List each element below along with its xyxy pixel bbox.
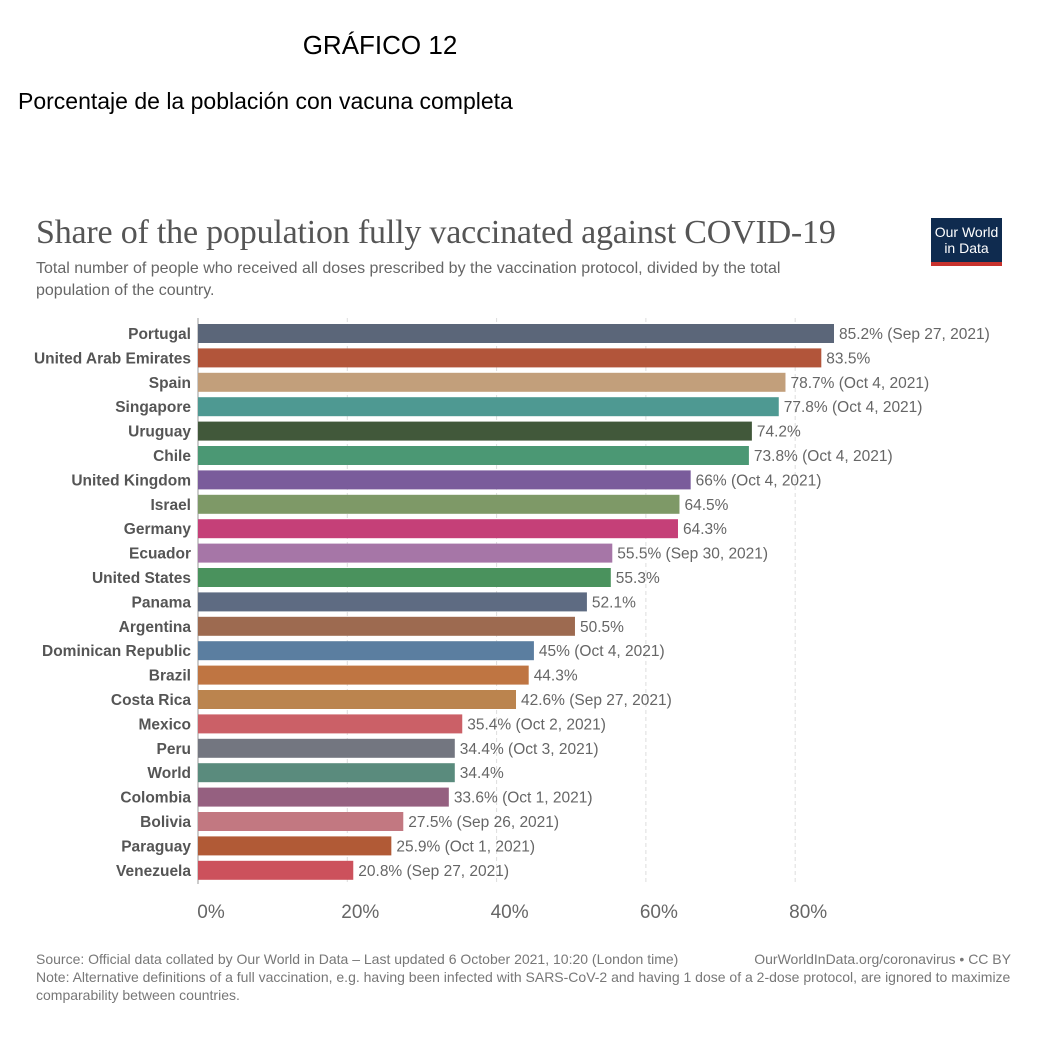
category-label: Brazil — [149, 668, 191, 685]
chart-description: Total number of people who received all … — [36, 260, 781, 299]
bar[interactable] — [198, 690, 516, 709]
category-label: Portugal — [128, 326, 191, 343]
value-label: 45% (Oct 4, 2021) — [539, 643, 665, 660]
category-label: Singapore — [115, 399, 191, 416]
value-label: 34.4% (Oct 3, 2021) — [460, 741, 599, 758]
category-label: Peru — [157, 741, 191, 758]
category-label: United States — [92, 570, 191, 587]
bar[interactable] — [198, 494, 680, 514]
bar[interactable] — [198, 324, 834, 343]
value-label: 35.4% (Oct 2, 2021) — [467, 716, 606, 733]
category-label: United Arab Emirates — [34, 350, 191, 367]
logo-line-1: Our World — [934, 224, 999, 240]
category-label: Israel — [150, 497, 191, 514]
bar[interactable] — [198, 641, 534, 661]
bar[interactable] — [198, 860, 354, 880]
bar[interactable] — [198, 397, 779, 417]
bar[interactable] — [198, 568, 611, 587]
category-label: Ecuador — [129, 546, 191, 563]
value-label: 77.8% (Oct 4, 2021) — [784, 399, 923, 416]
x-tick-label: 0% — [197, 902, 225, 923]
value-label: 55.3% — [616, 570, 660, 587]
source-link[interactable]: OurWorldInData.org/coronavirus • CC BY — [754, 951, 1011, 967]
category-label: Uruguay — [128, 424, 191, 441]
category-label: Colombia — [120, 790, 191, 807]
category-label: Dominican Republic — [42, 643, 191, 660]
chart-footer: Source: Official data collated by Our Wo… — [36, 950, 1011, 1004]
x-tick-label: 80% — [789, 902, 827, 923]
category-label: Bolivia — [140, 814, 191, 831]
bar[interactable] — [198, 519, 678, 539]
value-label: 27.5% (Sep 26, 2021) — [408, 814, 559, 831]
category-label: Germany — [124, 521, 192, 538]
bar[interactable] — [198, 812, 404, 831]
bar[interactable] — [198, 446, 749, 465]
category-label: World — [147, 765, 191, 782]
value-label: 50.5% — [580, 619, 624, 636]
value-label: 73.8% (Oct 4, 2021) — [754, 448, 893, 465]
logo-line-2: in Data — [944, 240, 989, 256]
value-label: 83.5% — [826, 350, 870, 367]
bar[interactable] — [198, 763, 455, 783]
bar[interactable] — [198, 738, 455, 758]
bar[interactable] — [198, 470, 691, 490]
bar[interactable] — [198, 836, 392, 856]
grafico-title: GRÁFICO 12 — [302, 30, 458, 60]
category-label: Argentina — [119, 619, 192, 636]
value-label: 33.6% (Oct 1, 2021) — [454, 790, 593, 807]
value-label: 74.2% — [757, 424, 801, 441]
grafico-subtitle: Porcentaje de la población con vacuna co… — [18, 88, 513, 114]
value-label: 34.4% — [460, 765, 504, 782]
chart-title: Share of the population fully vaccinated… — [36, 214, 836, 251]
category-label: Paraguay — [121, 838, 191, 855]
category-label: Mexico — [138, 716, 191, 733]
value-label: 52.1% — [592, 594, 636, 611]
source-text: Source: Official data collated by Our Wo… — [36, 951, 679, 967]
bar[interactable] — [198, 592, 587, 612]
owid-logo[interactable]: Our World in Data — [931, 218, 1002, 266]
value-label: 85.2% (Sep 27, 2021) — [839, 326, 990, 343]
value-label: 64.5% — [684, 497, 728, 514]
value-label: 64.3% — [683, 521, 727, 538]
bar[interactable] — [198, 714, 463, 734]
value-label: 20.8% (Sep 27, 2021) — [358, 863, 509, 880]
bar[interactable] — [198, 616, 575, 636]
value-label: 66% (Oct 4, 2021) — [696, 472, 822, 489]
value-label: 78.7% (Oct 4, 2021) — [790, 375, 929, 392]
value-label: 42.6% (Sep 27, 2021) — [521, 692, 672, 709]
category-label: Venezuela — [116, 863, 191, 880]
bar[interactable] — [198, 787, 449, 807]
x-tick-label: 60% — [640, 902, 678, 923]
category-label: Spain — [149, 375, 191, 392]
value-label: 55.5% (Sep 30, 2021) — [617, 546, 768, 563]
x-tick-label: 20% — [341, 902, 379, 923]
bar[interactable] — [198, 372, 786, 392]
bar[interactable] — [198, 665, 529, 685]
value-label: 44.3% — [534, 668, 578, 685]
note-text: Note: Alternative definitions of a full … — [36, 969, 1011, 1003]
value-label: 25.9% (Oct 1, 2021) — [396, 838, 535, 855]
category-label: Costa Rica — [111, 692, 191, 709]
bar[interactable] — [198, 543, 613, 563]
category-label: Chile — [153, 448, 191, 465]
x-tick-label: 40% — [491, 902, 529, 923]
category-label: United Kingdom — [71, 472, 191, 489]
bar[interactable] — [198, 421, 752, 441]
bar[interactable] — [198, 348, 822, 368]
category-label: Panama — [132, 594, 192, 611]
